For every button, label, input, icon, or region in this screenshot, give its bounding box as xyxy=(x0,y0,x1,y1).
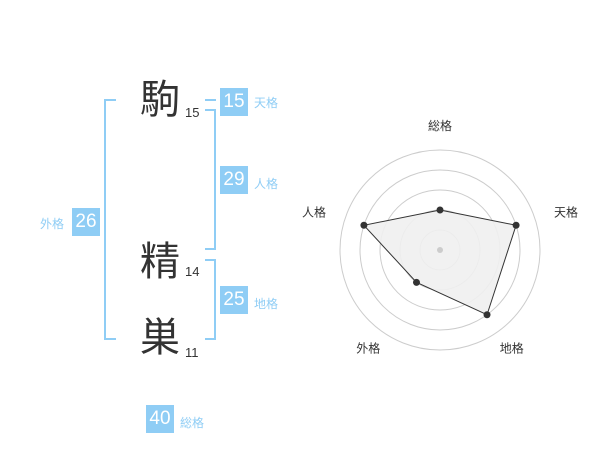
jinkaku-value: 29 xyxy=(220,166,248,194)
stroke-count-2: 14 xyxy=(185,264,200,279)
gaikaku-bracket xyxy=(104,99,106,340)
stroke-count-1: 15 xyxy=(185,105,200,120)
tenkaku-label: 天格 xyxy=(254,96,279,110)
gaikaku-label: 外格 xyxy=(40,217,65,231)
tenkaku-line xyxy=(205,99,216,101)
bracket-tick xyxy=(104,338,116,340)
tenkaku-value: 15 xyxy=(220,88,248,116)
radar-point xyxy=(436,206,444,214)
radar-center xyxy=(437,247,443,253)
soukaku-value: 40 xyxy=(146,405,174,433)
bracket-tick xyxy=(205,338,216,340)
radar-point xyxy=(412,278,420,286)
jinkaku-bracket xyxy=(214,109,216,250)
radar-ring xyxy=(359,169,521,331)
radar-axis-label: 総格 xyxy=(428,118,452,133)
radar-axis-label: 外格 xyxy=(356,341,380,356)
radar-area xyxy=(362,209,517,316)
radar-axis-label: 地格 xyxy=(500,341,524,356)
bracket-tick xyxy=(205,248,216,250)
jinkaku-label: 人格 xyxy=(254,177,279,191)
name-char-3: 巣 xyxy=(140,315,180,361)
radar-axis-label: 天格 xyxy=(554,204,578,219)
name-char-2: 精 xyxy=(140,239,180,285)
chikaku-value: 25 xyxy=(220,286,248,314)
radar-axis-label: 人格 xyxy=(302,204,326,219)
bracket-tick xyxy=(205,109,216,111)
radar-point xyxy=(483,311,491,319)
chikaku-label: 地格 xyxy=(254,297,279,311)
stroke-count-3: 11 xyxy=(185,345,199,360)
soukaku-label: 総格 xyxy=(180,416,205,430)
chikaku-bracket xyxy=(214,259,216,340)
radar-point xyxy=(360,221,368,229)
bracket-tick xyxy=(104,99,116,101)
radar-point xyxy=(512,221,520,229)
bracket-tick xyxy=(205,259,216,261)
gaikaku-value: 26 xyxy=(72,208,100,236)
radar-ring xyxy=(339,149,541,351)
name-char-1: 駒 xyxy=(140,77,180,123)
